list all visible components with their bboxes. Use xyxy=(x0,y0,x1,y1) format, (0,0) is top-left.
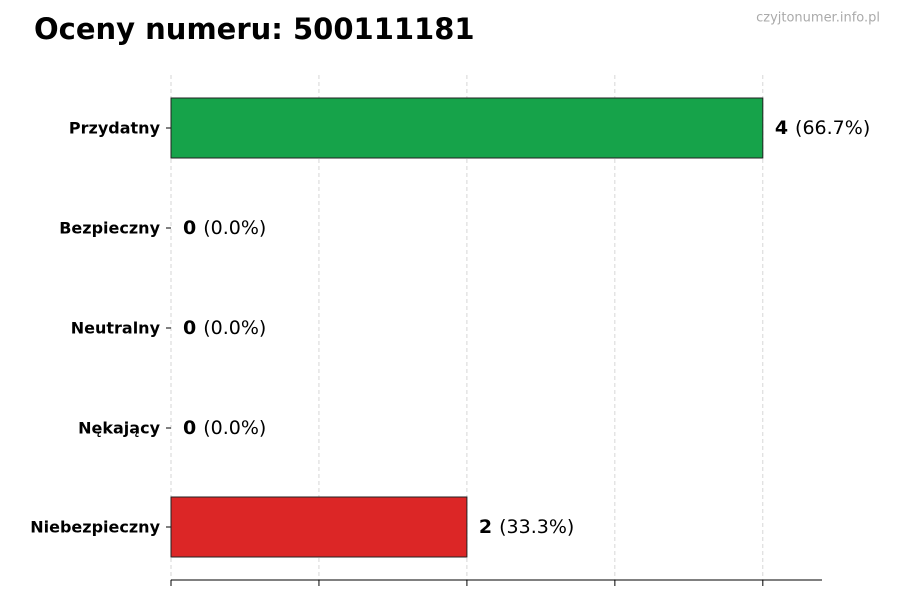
y-tick-label: Bezpieczny xyxy=(59,219,160,238)
value-count: 0 xyxy=(183,217,196,239)
value-share: (33.3%) xyxy=(499,516,574,538)
value-label: 0 (0.0%) xyxy=(183,317,266,339)
value-label: 2 (33.3%) xyxy=(479,516,574,538)
y-tick-label: Nękający xyxy=(78,419,160,438)
value-count: 0 xyxy=(183,417,196,439)
chart-title: Oceny numeru: 500111181 xyxy=(34,12,475,46)
value-count: 4 xyxy=(775,117,788,139)
value-label: 0 (0.0%) xyxy=(183,217,266,239)
watermark: czyjtonumer.info.pl xyxy=(756,11,880,26)
value-share: (0.0%) xyxy=(203,417,266,439)
value-count: 2 xyxy=(479,516,492,538)
y-tick-label: Przydatny xyxy=(69,119,161,138)
value-share: (66.7%) xyxy=(795,117,870,139)
bar xyxy=(170,496,468,558)
value-share: (0.0%) xyxy=(203,317,266,339)
value-share: (0.0%) xyxy=(203,217,266,239)
value-label: 4 (66.7%) xyxy=(775,117,870,139)
y-tick-label: Neutralny xyxy=(71,319,161,338)
value-label: 0 (0.0%) xyxy=(183,417,266,439)
y-tick-label: Niebezpieczny xyxy=(30,518,160,537)
bar xyxy=(170,97,764,159)
value-count: 0 xyxy=(183,317,196,339)
